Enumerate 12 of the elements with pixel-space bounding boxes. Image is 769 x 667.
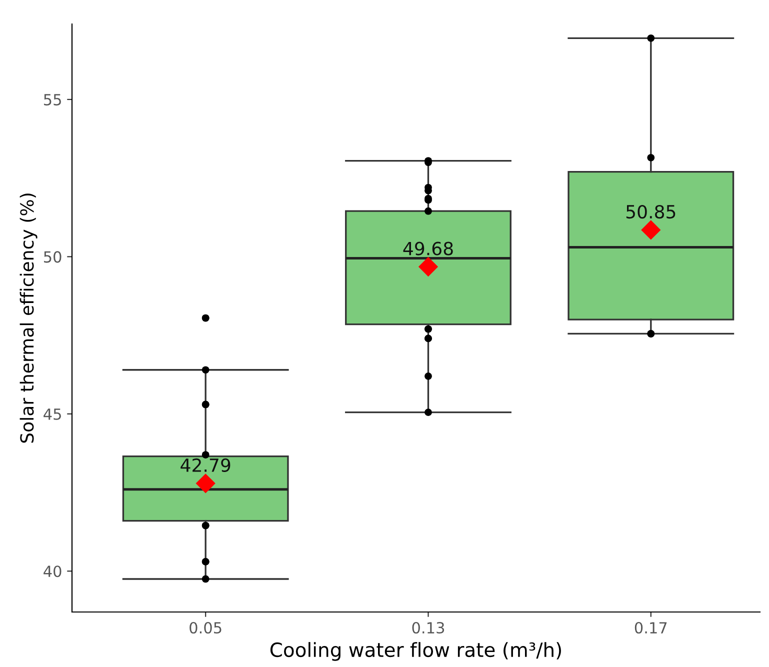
y-axis-title: Solar thermal efficiency (%) bbox=[20, 194, 38, 443]
annotation: 42.79 bbox=[180, 458, 230, 472]
x-tick-label: 0.17 bbox=[634, 622, 667, 634]
annotation: 49.68 bbox=[403, 242, 453, 256]
x-tick-label: 0.05 bbox=[190, 622, 222, 634]
y-tick-label: 40 bbox=[44, 566, 62, 578]
y-tick-label: 45 bbox=[44, 408, 61, 420]
y-tick-label: 55 bbox=[44, 94, 61, 106]
x-tick-label: 0.13 bbox=[412, 622, 444, 634]
x-axis-title: Cooling water flow rate (m³/h) bbox=[270, 642, 561, 661]
y-tick-label: 50 bbox=[44, 251, 62, 263]
annotation: 50.85 bbox=[626, 204, 676, 219]
